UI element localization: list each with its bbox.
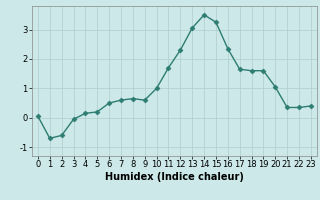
X-axis label: Humidex (Indice chaleur): Humidex (Indice chaleur): [105, 172, 244, 182]
